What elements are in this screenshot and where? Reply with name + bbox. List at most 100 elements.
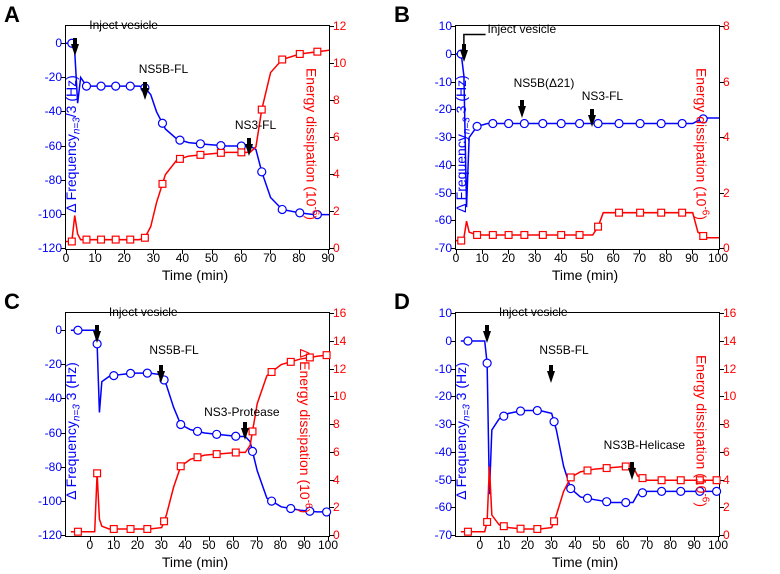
annotation-arrow-icon xyxy=(547,371,555,383)
panel-label: B xyxy=(394,2,410,28)
annotation-text: NS5B-FL xyxy=(139,62,188,76)
annotation-arrow-icon xyxy=(460,50,468,62)
frequency-marker xyxy=(82,82,90,90)
dissipation-marker xyxy=(127,236,134,243)
dissipation-marker xyxy=(484,519,491,526)
xlabel: Time (min) xyxy=(552,267,618,283)
dissipation-marker xyxy=(551,518,558,525)
frequency-marker xyxy=(176,136,184,144)
frequency-marker xyxy=(278,205,286,213)
frequency-marker xyxy=(505,120,513,128)
frequency-marker xyxy=(268,497,276,505)
annotation-text: NS3-Protease xyxy=(204,405,279,419)
frequency-marker xyxy=(576,120,584,128)
frequency-marker xyxy=(464,337,472,345)
dissipation-marker xyxy=(314,48,321,55)
dissipation-marker xyxy=(98,236,105,243)
frequency-marker xyxy=(232,432,240,440)
annotation-arrow-icon xyxy=(628,468,636,480)
dissipation-marker xyxy=(576,232,583,239)
panel-B: B-70-60-50-40-30-20-10010024680102030405… xyxy=(390,0,780,287)
panel-label: D xyxy=(394,289,410,315)
dissipation-marker xyxy=(279,56,286,63)
panel-A: A-120-100-80-60-40-200024681012010203040… xyxy=(0,0,390,287)
chart-box: -120-100-80-60-40-2000246810120102030405… xyxy=(65,25,330,250)
frequency-marker xyxy=(143,369,151,377)
xlabel: Time (min) xyxy=(162,554,228,570)
dissipation-marker xyxy=(517,525,524,532)
dissipation-marker xyxy=(127,526,134,533)
frequency-marker xyxy=(97,82,105,90)
frequency-marker xyxy=(74,326,82,334)
dissipation-marker xyxy=(83,236,90,243)
ylabel-left: Δ Frequencyn=3/3 (Hz) xyxy=(63,75,83,213)
frequency-marker xyxy=(550,418,558,426)
frequency-marker xyxy=(483,359,491,367)
dissipation-marker xyxy=(258,106,265,113)
ylabel-right: Energy dissipation (10-6) xyxy=(304,67,321,219)
dissipation-marker xyxy=(159,180,166,187)
dissipation-marker xyxy=(75,528,82,535)
frequency-marker xyxy=(500,412,508,420)
annotation-connector xyxy=(464,35,486,45)
frequency-marker xyxy=(287,505,295,513)
frequency-marker xyxy=(638,489,646,497)
annotation-arrow-icon xyxy=(588,115,596,127)
frequency-marker xyxy=(603,498,611,506)
frequency-line xyxy=(71,330,329,512)
annotation-arrow-icon xyxy=(157,371,165,383)
dissipation-marker xyxy=(616,209,623,216)
dissipation-marker xyxy=(521,232,528,239)
frequency-marker xyxy=(127,369,135,377)
annotation-text: Inject vesicle xyxy=(499,305,568,319)
annotation-arrow-icon xyxy=(93,331,101,343)
panel-C: C-120-100-80-60-40-200024681012141601020… xyxy=(0,287,390,574)
frequency-marker xyxy=(533,407,541,415)
dissipation-marker xyxy=(287,358,294,365)
annotation-text: Inject vesicle xyxy=(109,305,178,319)
dissipation-marker xyxy=(465,528,472,535)
dissipation-marker xyxy=(474,232,481,239)
dissipation-marker xyxy=(558,232,565,239)
dissipation-marker xyxy=(177,155,184,162)
figure-grid: A-120-100-80-60-40-200024681012010203040… xyxy=(0,0,780,574)
dissipation-marker xyxy=(700,233,707,240)
frequency-marker xyxy=(110,372,118,380)
dissipation-marker xyxy=(268,369,275,376)
dissipation-marker xyxy=(567,474,574,481)
dissipation-marker xyxy=(713,477,720,484)
dissipation-marker xyxy=(232,449,239,456)
dissipation-marker xyxy=(458,237,465,244)
dissipation-marker xyxy=(213,451,220,458)
ylabel-right: Δ Energy dissipation (10-6) xyxy=(297,348,314,513)
frequency-marker xyxy=(517,407,525,415)
dissipation-marker xyxy=(177,463,184,470)
dissipation-marker xyxy=(637,209,644,216)
dissipation-marker xyxy=(197,151,204,158)
annotation-arrow-icon xyxy=(71,44,79,56)
dissipation-marker xyxy=(679,209,686,216)
frequency-marker xyxy=(615,120,623,128)
annotation-text: NS5B-FL xyxy=(149,343,198,357)
dissipation-marker xyxy=(296,51,303,58)
dissipation-marker xyxy=(144,526,151,533)
plot-svg xyxy=(456,26,719,249)
frequency-marker xyxy=(539,120,547,128)
frequency-marker xyxy=(258,168,266,176)
chart-box: -70-60-50-40-30-20-100100246810121416010… xyxy=(455,312,720,537)
frequency-marker xyxy=(677,487,685,495)
dissipation-marker xyxy=(94,470,101,477)
frequency-marker xyxy=(636,120,644,128)
frequency-marker xyxy=(622,498,630,506)
dissipation-marker xyxy=(539,232,546,239)
annotation-arrow-icon xyxy=(141,88,149,100)
frequency-marker xyxy=(520,120,528,128)
panel-D: D -70-60-50-40-30-20-10010024681012141601… xyxy=(390,287,780,574)
annotation-text: NS3-FL xyxy=(235,118,276,132)
annotation-text: Inject vesicle xyxy=(487,22,556,36)
frequency-marker xyxy=(248,447,256,455)
annotation-arrow-icon xyxy=(241,428,249,440)
annotation-text: NS3-FL xyxy=(582,89,623,103)
chart-box: -120-100-80-60-40-2000246810121416010203… xyxy=(65,312,330,537)
frequency-marker xyxy=(112,82,120,90)
